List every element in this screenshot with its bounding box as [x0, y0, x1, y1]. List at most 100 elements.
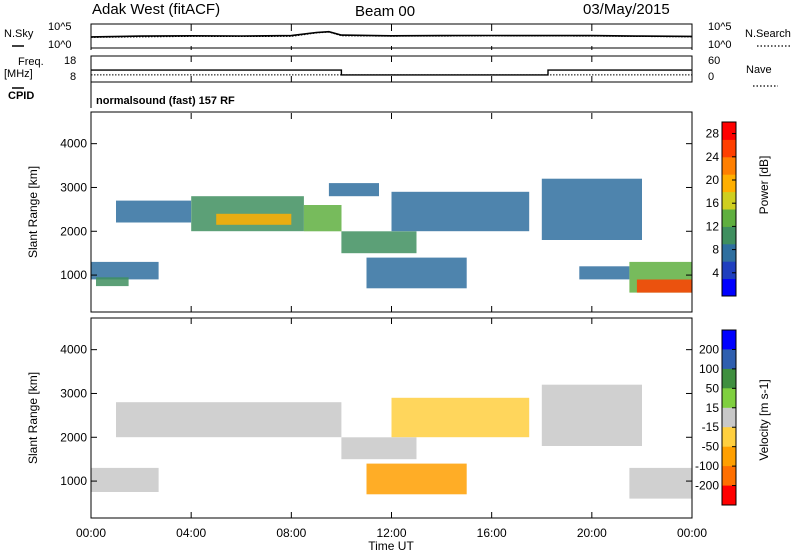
- power-y-axis: 1000 2000 3000 4000: [60, 137, 692, 282]
- velocity-ytick-label: 3000: [60, 386, 87, 400]
- velocity-y-axis: 1000 2000 3000 4000: [60, 343, 692, 488]
- power-colorbar-tick-label: 24: [706, 150, 720, 164]
- velocity-colorbar-segment: [722, 349, 736, 370]
- velocity-colorbar-tick-label: -15: [702, 420, 720, 434]
- velocity-colorbar-label: Velocity [m s-1]: [757, 379, 771, 460]
- noise-series: [90, 30, 693, 38]
- velocity-region: [116, 402, 342, 438]
- power-region: [636, 279, 692, 293]
- velocity-colorbar-tick-label: 50: [706, 381, 720, 395]
- velocity-heatmap: [91, 384, 692, 499]
- freq-tick-low: 8: [70, 71, 76, 83]
- noise-line-nsearch: [90, 31, 693, 38]
- x-tick-label: 16:00: [477, 526, 507, 540]
- power-colorbar-tick-label: 28: [706, 127, 720, 141]
- noise-tick-high-right: 10^5: [708, 21, 732, 33]
- power-colorbar-tick-label: 16: [706, 196, 720, 210]
- x-tick-label: 08:00: [276, 526, 306, 540]
- velocity-ylabel: Slant Range [km]: [26, 372, 40, 464]
- date-title: 03/May/2015: [583, 1, 670, 18]
- noise-tick-low-right: 10^0: [708, 39, 732, 51]
- velocity-colorbar: 200 100 50 15 -15 -50 -100 -200: [695, 329, 737, 506]
- freq-label: Freq.: [18, 56, 44, 68]
- velocity-colorbar-segment: [722, 388, 736, 409]
- power-ytick-label: 1000: [60, 268, 87, 282]
- velocity-region: [629, 467, 692, 499]
- power-region: [366, 257, 467, 289]
- power-ytick-label: 3000: [60, 180, 87, 194]
- power-colorbar-tick-label: 12: [706, 219, 720, 233]
- x-tick-label: 00:00: [76, 526, 106, 540]
- power-colorbar-segment: [722, 209, 736, 227]
- nsky-label: N.Sky: [4, 28, 34, 40]
- freq-nave-series: [91, 69, 692, 76]
- beam-title: Beam 00: [355, 3, 415, 20]
- power-colorbar-tick-label: 4: [712, 266, 719, 280]
- power-colorbar-segment: [722, 174, 736, 193]
- power-colorbar-segment: [722, 191, 736, 210]
- cpid-text: normalsound (fast) 157 RF: [96, 95, 235, 107]
- noise-tick-low-left: 10^0: [48, 39, 72, 51]
- power-colorbar-segment: [722, 243, 736, 262]
- x-tick-label: 04:00: [176, 526, 206, 540]
- nave-tick-low: 0: [708, 71, 714, 83]
- power-colorbar-segment: [722, 226, 736, 245]
- power-colorbar-segment: [722, 278, 736, 297]
- velocity-ytick-label: 2000: [60, 430, 87, 444]
- power-heatmap: [91, 178, 692, 293]
- power-ytick-label: 2000: [60, 224, 87, 238]
- freq-tick-high: 18: [64, 55, 76, 67]
- cpid-label: CPID: [8, 90, 34, 102]
- nave-tick-high: 60: [708, 55, 720, 67]
- velocity-ytick-label: 1000: [60, 474, 87, 488]
- time-axis: 00:00 04:00 08:00 12:00 16:00 20:00 00:00: [76, 24, 707, 540]
- power-colorbar: 4 8 12 16 20 24 28: [706, 121, 737, 297]
- velocity-colorbar-tick-label: 100: [699, 362, 719, 376]
- nsearch-label: N.Search: [745, 28, 791, 40]
- x-tick-label: 00:00: [677, 526, 707, 540]
- velocity-colorbar-segment: [722, 427, 736, 448]
- freq-unit: [MHz]: [4, 68, 33, 80]
- power-region: [541, 178, 642, 240]
- noise-line-nsky: [90, 30, 693, 38]
- velocity-ytick-label: 4000: [60, 343, 87, 357]
- velocity-colorbar-segment: [722, 466, 736, 486]
- velocity-colorbar-segment: [722, 446, 736, 467]
- velocity-colorbar-segment: [722, 407, 736, 428]
- velocity-region: [366, 463, 467, 495]
- power-ytick-label: 4000: [60, 137, 87, 151]
- power-colorbar-tick-label: 8: [712, 243, 719, 257]
- velocity-colorbar-frame: [721, 329, 737, 506]
- power-region: [303, 205, 342, 232]
- x-tick-label: 12:00: [376, 526, 406, 540]
- velocity-region: [391, 397, 530, 438]
- power-colorbar-tick-label: 20: [706, 173, 720, 187]
- velocity-colorbar-tick-label: -200: [695, 479, 719, 493]
- velocity-colorbar-tick-label: 15: [706, 401, 720, 415]
- power-ylabel: Slant Range [km]: [26, 166, 40, 258]
- velocity-colorbar-tick-label: 200: [699, 342, 719, 356]
- power-colorbar-segment: [722, 156, 736, 175]
- velocity-region: [341, 437, 417, 460]
- power-region: [579, 266, 630, 280]
- power-colorbar-segment: [722, 139, 736, 158]
- velocity-colorbar-tick-label: -100: [695, 459, 719, 473]
- velocity-colorbar-segment: [722, 485, 736, 506]
- power-region: [216, 213, 292, 225]
- power-region: [116, 200, 192, 223]
- velocity-region: [541, 384, 642, 446]
- velocity-colorbar-tick-label: -50: [702, 440, 720, 454]
- nave-label: Nave: [746, 64, 772, 76]
- power-region: [91, 261, 159, 280]
- velocity-colorbar-segment: [722, 330, 736, 350]
- power-region: [391, 191, 530, 232]
- time-axis-label: Time UT: [368, 539, 414, 553]
- power-region: [328, 183, 379, 197]
- radar-title: Adak West (fitACF): [92, 1, 220, 18]
- noise-tick-high-left: 10^5: [48, 21, 72, 33]
- power-colorbar-label: Power [dB]: [757, 156, 771, 215]
- power-colorbar-frame: [721, 121, 737, 297]
- power-region: [96, 277, 129, 287]
- power-colorbar-segment: [722, 122, 736, 140]
